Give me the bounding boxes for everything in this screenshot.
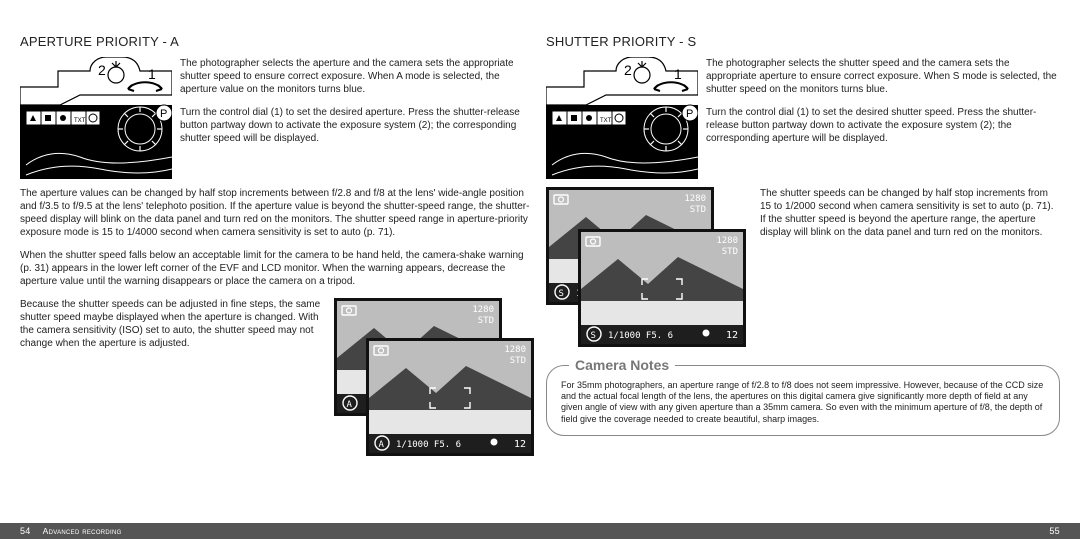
svg-text:12: 12 <box>726 330 738 341</box>
svg-text:S: S <box>559 289 564 299</box>
callout-1: 1 <box>148 66 156 82</box>
camera-notes-body: For 35mm photographers, an aperture rang… <box>561 380 1045 425</box>
left-para4: When the shutter speed falls below an ac… <box>20 249 534 288</box>
callout-2: 2 <box>98 62 106 78</box>
svg-text:1/1000 F5. 6: 1/1000 F5. 6 <box>608 331 673 341</box>
camera-notes-box: Camera Notes For 35mm photographers, an … <box>546 365 1060 436</box>
callout-1r: 1 <box>674 66 682 82</box>
camera-notes-title: Camera Notes <box>569 356 675 374</box>
page-number-left: 54 <box>20 526 31 536</box>
svg-text:P: P <box>686 108 693 120</box>
right-mid-text: The shutter speeds can be changed by hal… <box>760 187 1060 347</box>
svg-text:STD: STD <box>510 356 526 366</box>
heading-shutter: SHUTTER PRIORITY - S <box>546 34 1060 51</box>
right-top-text: The photographer selects the shutter spe… <box>706 57 1060 179</box>
svg-text:1280: 1280 <box>504 345 526 355</box>
footer-section: Advanced recording <box>43 526 122 536</box>
camera-diagram-left: 2 1 <box>20 57 172 179</box>
right-para3: The shutter speeds can be changed by hal… <box>760 187 1060 239</box>
left-bottom-row: Because the shutter speeds can be adjust… <box>20 298 534 458</box>
right-column: SHUTTER PRIORITY - S 2 1 <box>546 34 1060 515</box>
left-top-para2: Turn the control dial (1) to set the des… <box>180 106 534 145</box>
camera-diagram-right: 2 1 TXT <box>546 57 698 179</box>
svg-text:12: 12 <box>514 439 526 450</box>
svg-text:TXT: TXT <box>74 118 86 124</box>
left-para5: Because the shutter speeds can be adjust… <box>20 298 324 350</box>
svg-text:A: A <box>379 440 385 450</box>
mode-dial-letter: P <box>160 108 167 120</box>
heading-aperture: APERTURE PRIORITY - A <box>20 34 534 51</box>
lcd-thumb-left-front: 1280 STD A 1/1000 F5. 6 12 <box>366 338 534 456</box>
right-mid-row: 1280 STD S 1/1000 12 <box>546 187 1060 347</box>
svg-text:1280: 1280 <box>472 305 494 315</box>
left-thumb-stack: 1280 STD A F5. 6 12 <box>334 298 534 458</box>
svg-text:S: S <box>591 331 596 341</box>
left-para3: The aperture values can be changed by ha… <box>20 187 534 239</box>
svg-text:1280: 1280 <box>716 236 738 246</box>
left-top-row: 2 1 <box>20 57 534 179</box>
svg-text:A: A <box>347 400 353 410</box>
lcd-thumb-right-front: 1280 STD S 1/1000 F5. 6 12 <box>578 229 746 347</box>
right-top-para1: The photographer selects the shutter spe… <box>706 57 1060 96</box>
left-top-text: The photographer selects the aperture an… <box>180 57 534 179</box>
page: APERTURE PRIORITY - A 2 1 <box>0 0 1080 539</box>
left-column: APERTURE PRIORITY - A 2 1 <box>20 34 534 515</box>
svg-text:STD: STD <box>722 247 738 257</box>
content-area: APERTURE PRIORITY - A 2 1 <box>0 0 1080 523</box>
callout-2r: 2 <box>624 62 632 78</box>
svg-text:TXT: TXT <box>600 118 612 124</box>
right-thumb-stack: 1280 STD S 1/1000 12 <box>546 187 746 347</box>
right-top-row: 2 1 TXT <box>546 57 1060 179</box>
svg-text:STD: STD <box>690 205 706 215</box>
page-footer: 54 Advanced recording 55 <box>0 523 1080 539</box>
svg-text:1280: 1280 <box>684 194 706 204</box>
svg-text:1/1000 F5. 6: 1/1000 F5. 6 <box>396 440 461 450</box>
right-top-para2: Turn the control dial (1) to set the des… <box>706 106 1060 145</box>
svg-text:STD: STD <box>478 316 494 326</box>
page-number-right: 55 <box>1049 526 1060 536</box>
left-top-para1: The photographer selects the aperture an… <box>180 57 534 96</box>
